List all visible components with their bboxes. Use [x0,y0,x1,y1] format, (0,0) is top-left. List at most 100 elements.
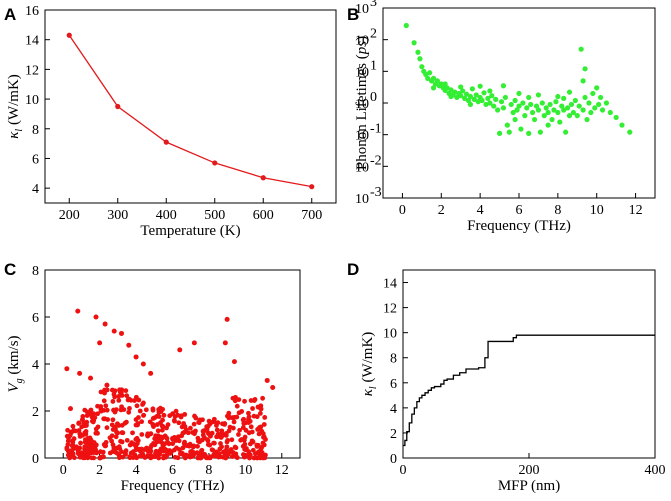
data-point-c [177,347,183,353]
data-point-b [539,100,545,106]
data-point-c [180,452,186,458]
data-point-c [69,430,74,435]
data-point-b [417,56,423,62]
data-point-c [250,447,256,453]
data-point-c [123,388,129,394]
y-tick-label-c: 2 [32,405,39,420]
data-point-c [71,455,77,461]
data-point-b [508,101,514,108]
x-axis-label-d: MFP (nm) [498,478,560,494]
data-point-b [479,97,485,104]
data-point-c [261,422,267,427]
y-axis-symbol-d: κ [360,388,376,396]
data-point-b [487,100,493,106]
y-tick-label-c: 4 [32,358,39,373]
data-point-c [119,404,124,410]
data-point-b [580,107,586,113]
y-axis-subscript-c: g [14,378,25,383]
data-point-b [496,130,503,136]
data-point-b [566,89,573,95]
data-point-c [140,361,146,367]
data-point-b [430,75,437,81]
data-point-c [200,428,206,434]
y-tick-label-b: 10 [355,192,369,207]
data-point-b [590,90,596,97]
data-point-c [226,415,232,421]
y-tick-label-b: 10 [355,34,369,49]
data-point-c [78,440,83,446]
data-point-c [104,425,110,431]
data-point-c [257,410,263,416]
data-point-b [564,105,571,111]
data-point-b [512,116,518,123]
data-point-c [197,439,203,445]
data-point-c [116,423,122,428]
data-point-c [116,398,122,403]
data-point-b [518,126,524,132]
data-point-c [219,444,224,450]
data-point-c [102,443,108,449]
data-point-c [165,422,171,428]
data-point-c [130,430,135,436]
data-point-b [423,71,429,78]
data-point-c [187,441,193,447]
data-point-c [220,421,225,427]
data-point-b [469,86,475,92]
data-point-c [89,455,95,461]
data-point-c [167,413,173,419]
data-point-b [530,109,536,116]
data-point-c [102,416,108,422]
data-point-c [234,455,240,460]
y-axis-symbol-c: V [6,382,22,393]
data-point-c [256,431,262,437]
data-point-c [133,417,139,422]
data-point-c [86,443,92,449]
x-tick-label-b: 8 [554,203,561,218]
data-point-c [203,455,209,461]
data-point-c [101,454,106,460]
data-point-c [123,419,129,425]
data-point-c [104,387,110,393]
data-point-c [65,438,71,444]
x-tick-label-b: 0 [399,203,406,218]
chart-a-temperature-kappa: 200 300 400 500 600 700 4 6 8 10 12 14 16 Temperature… [6,4,337,239]
y-axis-subscript-d: l [368,386,379,389]
data-point-b [514,107,520,113]
data-point-c [100,449,106,455]
data-point-c [133,354,139,360]
data-point-c [101,398,107,404]
data-point-c [64,366,70,372]
data-point-b [543,105,549,111]
data-point-c [258,424,264,430]
plot-frame-a [44,9,337,204]
y-tick-label-b: 10 [355,65,369,80]
data-point-b [551,107,557,113]
data-point-b [487,88,493,94]
y-axis-unit-d: (W/mK) [360,332,376,387]
data-point-b [598,94,604,101]
data-point-c [93,314,99,320]
data-point-c [214,423,219,428]
data-point-c [224,444,230,450]
data-point-c [188,449,193,455]
plot-frame-b [382,7,656,199]
data-point-c [204,437,210,442]
data-point-b [607,109,613,116]
data-point-c [222,340,228,346]
data-point-c [134,435,140,441]
data-point-b [561,95,567,101]
y-axis-label-d: κl (W/mK) [360,332,379,397]
data-point-b [427,70,433,76]
data-point-c [140,402,145,407]
data-point-c [195,443,200,449]
data-point-c [260,395,266,401]
data-point-c [191,421,197,427]
data-point-b [467,93,474,100]
y-tick-label-a: 14 [25,34,39,49]
data-point-b [510,109,516,116]
data-point-c [113,434,119,440]
data-point-c [246,414,252,420]
data-point-c [176,420,182,426]
data-point-c [236,432,241,437]
